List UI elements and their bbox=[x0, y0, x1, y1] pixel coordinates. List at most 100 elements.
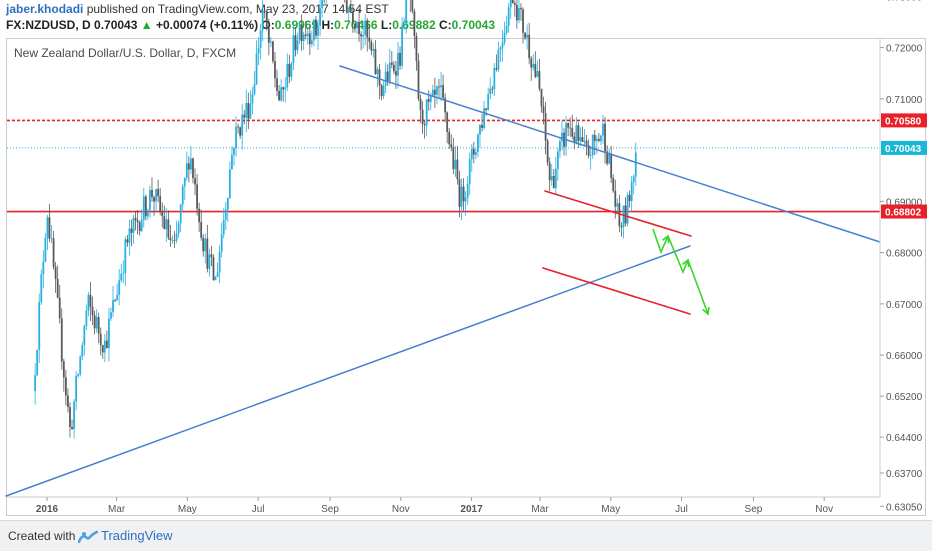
candle bbox=[296, 33, 299, 55]
y-tick-label: 0.67000 bbox=[886, 300, 923, 311]
descending-trendline[interactable] bbox=[339, 65, 881, 243]
y-tick-label: 0.68000 bbox=[886, 249, 923, 260]
published-text: published on TradingView.com, May 23, 20… bbox=[86, 2, 389, 16]
candle bbox=[442, 74, 444, 100]
x-tick-label: Sep bbox=[745, 504, 763, 515]
candle bbox=[175, 220, 178, 244]
candle bbox=[190, 146, 192, 175]
candle bbox=[526, 24, 529, 50]
candle bbox=[218, 245, 221, 284]
candle bbox=[274, 52, 276, 88]
candle bbox=[589, 145, 592, 170]
projection-arrow-short[interactable] bbox=[652, 228, 670, 255]
y-tick-label: 0.71000 bbox=[886, 95, 923, 106]
ascending-trendline[interactable] bbox=[5, 245, 691, 497]
price-chart[interactable]: 0.750000.730000.720000.710000.690000.680… bbox=[0, 0, 932, 516]
candle bbox=[542, 96, 545, 125]
candle bbox=[171, 235, 174, 244]
candle bbox=[192, 157, 194, 184]
candle bbox=[602, 115, 604, 144]
projection-arrow-long[interactable] bbox=[687, 259, 710, 316]
candle bbox=[477, 133, 479, 158]
candle bbox=[233, 146, 235, 166]
tradingview-brand-link[interactable]: TradingView bbox=[77, 528, 173, 544]
candle bbox=[388, 49, 391, 85]
candle bbox=[46, 214, 49, 251]
candle bbox=[294, 27, 297, 57]
candle bbox=[306, 28, 309, 45]
candle bbox=[155, 188, 157, 213]
candle bbox=[222, 208, 225, 239]
candle bbox=[77, 372, 80, 378]
y-tick-label: 0.64400 bbox=[886, 433, 923, 444]
candle bbox=[368, 23, 371, 49]
candle bbox=[73, 399, 75, 439]
symbol-label: FX:NZDUSD, D bbox=[6, 18, 91, 32]
candle bbox=[308, 25, 311, 56]
candle bbox=[323, 0, 325, 4]
candle bbox=[173, 231, 176, 248]
candle bbox=[126, 235, 129, 247]
candle bbox=[231, 146, 233, 170]
candle bbox=[497, 41, 500, 73]
candle bbox=[513, 0, 516, 17]
candle bbox=[624, 197, 627, 227]
publish-info: jaber.khodadi published on TradingView.c… bbox=[6, 2, 389, 16]
candle bbox=[183, 177, 186, 201]
candle bbox=[483, 100, 485, 130]
candle bbox=[200, 209, 203, 241]
candle bbox=[298, 21, 301, 45]
candle bbox=[153, 195, 155, 216]
channel-upper-line[interactable] bbox=[544, 190, 692, 237]
candle bbox=[146, 208, 149, 220]
candle bbox=[120, 263, 123, 283]
candle bbox=[52, 231, 55, 270]
candle bbox=[317, 19, 319, 50]
candle bbox=[286, 53, 289, 92]
channel-lower-line[interactable] bbox=[542, 267, 691, 315]
candle bbox=[358, 8, 360, 42]
candle bbox=[583, 129, 586, 147]
candle bbox=[196, 174, 198, 216]
candle bbox=[417, 53, 420, 102]
tradingview-logo-icon bbox=[77, 530, 99, 544]
author-link[interactable]: jaber.khodadi bbox=[6, 2, 84, 16]
candle bbox=[390, 50, 393, 69]
candle bbox=[495, 54, 498, 72]
candle bbox=[81, 341, 84, 360]
candle bbox=[124, 236, 127, 286]
candle bbox=[235, 116, 237, 158]
x-tick-label: Sep bbox=[321, 504, 339, 515]
candle bbox=[540, 88, 543, 113]
candle bbox=[325, 0, 327, 4]
candle bbox=[462, 178, 465, 211]
candle bbox=[421, 101, 424, 134]
candle bbox=[91, 296, 94, 326]
candle bbox=[40, 269, 43, 305]
candle bbox=[93, 310, 96, 335]
candle bbox=[60, 308, 63, 370]
candle bbox=[370, 39, 373, 56]
projection-arrow-mid[interactable] bbox=[667, 235, 690, 275]
candle bbox=[597, 132, 600, 143]
drawings bbox=[5, 65, 881, 497]
candle bbox=[194, 168, 196, 196]
candle bbox=[524, 31, 526, 41]
candle bbox=[415, 32, 418, 71]
candle bbox=[112, 286, 114, 317]
candle bbox=[419, 94, 422, 123]
candle bbox=[56, 265, 59, 299]
y-tick-label: 0.63700 bbox=[886, 469, 923, 480]
candle bbox=[42, 250, 45, 289]
candle bbox=[433, 77, 436, 108]
candle bbox=[399, 46, 401, 70]
candle bbox=[237, 123, 239, 134]
close-value: 0.70043 bbox=[451, 18, 496, 32]
candle bbox=[54, 261, 57, 293]
candle bbox=[97, 312, 100, 344]
candle bbox=[36, 349, 39, 376]
chart-frame[interactable] bbox=[6, 38, 926, 516]
created-with-label: Created with bbox=[8, 529, 76, 543]
candle bbox=[481, 113, 483, 132]
